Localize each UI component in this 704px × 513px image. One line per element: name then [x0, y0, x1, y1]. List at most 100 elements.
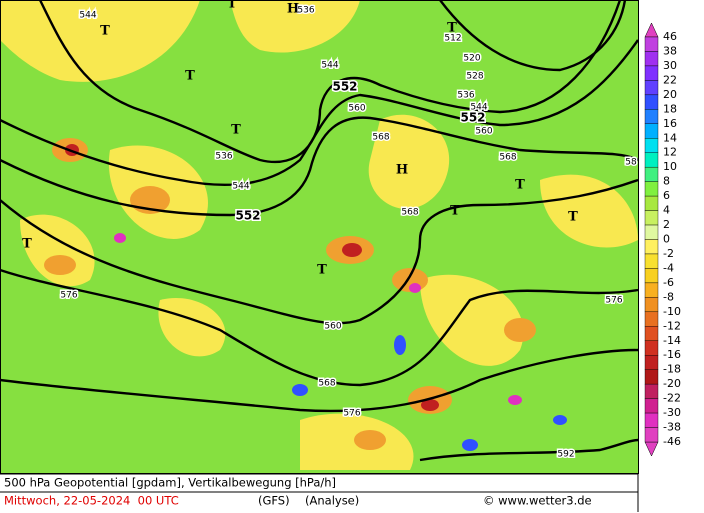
- pressure-center: T: [22, 237, 32, 252]
- legend-swatch: [644, 224, 659, 240]
- legend-swatch: [644, 123, 659, 139]
- legend-swatch: [644, 427, 659, 443]
- legend-label: 16: [663, 117, 677, 130]
- legend-label: 6: [663, 189, 670, 202]
- contour-label: 568: [401, 208, 418, 218]
- legend-label: -12: [663, 319, 681, 332]
- legend-swatch: [644, 398, 659, 414]
- legend-label: 8: [663, 175, 670, 188]
- contour-label: 552: [332, 80, 357, 94]
- legend-label: 12: [663, 146, 677, 159]
- pressure-centers: H T T T T H T T T T T T: [22, 0, 578, 278]
- contour-label: 552: [235, 209, 260, 223]
- legend-label: -22: [663, 392, 681, 405]
- contour-label: 536: [457, 91, 474, 101]
- contour-label: 536: [297, 6, 314, 16]
- contour-label: 560: [324, 322, 341, 332]
- color-legend: 4638302220181614121086420-2-4-6-8-10-12-…: [644, 22, 681, 457]
- legend-swatch: [644, 268, 659, 284]
- legend-swatch: [644, 65, 659, 81]
- legend-label: -10: [663, 305, 681, 318]
- contour-label: 528: [466, 72, 483, 82]
- legend-swatch: [644, 195, 659, 211]
- legend-swatch: [644, 340, 659, 356]
- pressure-center: T: [185, 69, 195, 84]
- legend-label: -38: [663, 421, 681, 434]
- legend-swatch: [644, 36, 659, 52]
- pressure-center: H: [396, 163, 408, 178]
- pressure-center: T: [568, 210, 578, 225]
- legend-swatch: [644, 369, 659, 385]
- legend-swatch: [644, 282, 659, 298]
- footer-copyright: © www.wetter3.de: [483, 494, 592, 508]
- legend-swatch: [644, 210, 659, 226]
- legend-swatch: [644, 326, 659, 341]
- contour-label: 560: [348, 104, 365, 114]
- field-magenta: [114, 233, 522, 405]
- legend-label: 46: [663, 30, 677, 43]
- legend-swatch: [644, 239, 659, 255]
- pressure-center: H: [287, 2, 299, 17]
- legend-label: 20: [663, 88, 677, 101]
- contour-labels: 544 536 512 520 528 536 544 552 560 552 …: [59, 4, 639, 461]
- contour-label: 512: [444, 34, 461, 44]
- legend-swatch: [644, 80, 659, 96]
- contour-label: 544: [470, 103, 487, 113]
- legend-label: 0: [663, 233, 670, 246]
- pressure-center: T: [227, 0, 237, 12]
- footer-date: Mittwoch, 22-05-2024 00 UTC: [4, 494, 179, 508]
- pressure-center: T: [231, 123, 241, 138]
- contour-label: 576: [60, 291, 77, 301]
- footer-model: (GFS): [258, 494, 290, 508]
- contour-label: 560: [475, 127, 492, 137]
- legend-label: 38: [663, 44, 677, 57]
- pressure-center: T: [447, 21, 457, 36]
- legend-swatch: [644, 51, 659, 67]
- contour-label: 58: [625, 158, 637, 168]
- field-blue: [292, 335, 567, 451]
- legend-label: 18: [663, 102, 677, 115]
- map: 544 536 512 520 528 536 544 552 560 552 …: [0, 0, 639, 474]
- contour-label: 592: [557, 450, 574, 460]
- contour-label: 544: [232, 182, 249, 192]
- footer-title: 500 hPa Geopotential [gpdam], Vertikalbe…: [4, 476, 336, 490]
- contour-label: 576: [343, 409, 360, 419]
- legend-swatch: [644, 355, 659, 370]
- legend-swatch: [644, 181, 659, 197]
- legend-swatch: [644, 94, 659, 110]
- contour-label: 520: [463, 54, 480, 64]
- legend-label: 14: [663, 131, 677, 144]
- legend-label: -18: [663, 363, 681, 376]
- legend-swatch: [644, 297, 659, 313]
- contour-label: 576: [605, 296, 622, 306]
- contour-label: 568: [499, 153, 516, 163]
- legend-label: -8: [663, 290, 674, 303]
- contours: [0, 0, 639, 462]
- legend-label: 2: [663, 218, 670, 231]
- legend-swatch: [644, 138, 659, 153]
- footer-run: (Analyse): [305, 494, 359, 508]
- legend-label: -4: [663, 261, 674, 274]
- legend-label: -6: [663, 276, 674, 289]
- pressure-center: T: [450, 204, 460, 219]
- contour-label: 568: [372, 133, 389, 143]
- pressure-center: T: [515, 178, 525, 193]
- legend-swatch: [644, 311, 659, 327]
- contour-label: 552: [460, 111, 485, 125]
- legend-label: 10: [663, 160, 677, 173]
- legend-label: 4: [663, 204, 670, 217]
- legend-swatch: [644, 152, 659, 168]
- legend-label: 22: [663, 73, 677, 86]
- contour-label: 544: [321, 61, 338, 71]
- legend-label: -30: [663, 406, 681, 419]
- pressure-center: T: [100, 24, 110, 39]
- legend-label: -16: [663, 348, 681, 361]
- legend-label: -14: [663, 334, 681, 347]
- legend-swatch: [644, 109, 659, 124]
- legend-label: -2: [663, 247, 674, 260]
- pressure-center: T: [317, 263, 327, 278]
- legend-swatch: [644, 166, 659, 182]
- legend-label: 30: [663, 59, 677, 72]
- legend-swatch: [644, 412, 659, 428]
